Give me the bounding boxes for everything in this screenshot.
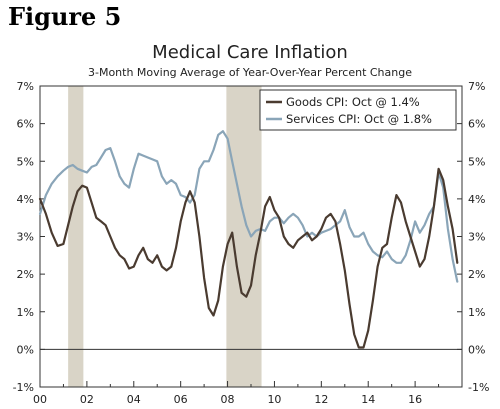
chart-title: Medical Care Inflation [152, 42, 348, 63]
x-tick-label: 06 [174, 393, 188, 406]
x-tick-label: 08 [221, 393, 235, 406]
series-line-services [38, 130, 459, 283]
y-tick-label-right: 7% [468, 80, 485, 93]
legend: Goods CPI: Oct @ 1.4% Services CPI: Oct @… [259, 89, 457, 131]
legend-label-services: Services CPI: Oct @ 1.8% [286, 112, 432, 126]
y-tick-label-right: 6% [468, 118, 485, 131]
series-lines [38, 130, 459, 349]
x-tick-label: 12 [314, 393, 328, 406]
legend-label-goods: Goods CPI: Oct @ 1.4% [286, 95, 420, 109]
y-tick-label-right: -1% [468, 381, 489, 394]
y-tick-label-left: 7% [17, 80, 34, 93]
y-tick-label-right: 0% [468, 343, 485, 356]
axes: -1% -1% 0% 0% 1% 1% 2% 2% 3% 3% 4% 4% 5% 5% 6% 6% 7% 7% 00… [13, 80, 490, 406]
legend-box [259, 89, 457, 131]
x-tick-label: 10 [267, 393, 281, 406]
figure-label: Figure 5 [8, 2, 122, 31]
y-tick-label-left: 4% [17, 193, 34, 206]
x-tick-label: 04 [127, 393, 141, 406]
y-tick-label-right: 3% [468, 231, 485, 244]
y-tick-label-left: 2% [17, 268, 34, 281]
y-tick-label-left: -1% [13, 381, 34, 394]
x-tick-label: 02 [80, 393, 94, 406]
y-tick-label-right: 1% [468, 306, 485, 319]
y-tick-label-left: 6% [17, 118, 34, 131]
x-tick-label: 14 [361, 393, 375, 406]
x-tick-label: 00 [33, 393, 47, 406]
y-tick-label-left: 0% [17, 343, 34, 356]
y-tick-label-right: 4% [468, 193, 485, 206]
y-tick-label-left: 5% [17, 155, 34, 168]
recession-band-0 [68, 86, 84, 387]
y-tick-label-left: 1% [17, 306, 34, 319]
y-tick-label-right: 2% [468, 268, 485, 281]
y-tick-label-left: 3% [17, 231, 34, 244]
y-tick-label-right: 5% [468, 155, 485, 168]
chart-subtitle: 3-Month Moving Average of Year-Over-Year… [88, 66, 412, 79]
x-tick-label: 16 [408, 393, 422, 406]
series-line-goods [38, 167, 459, 349]
